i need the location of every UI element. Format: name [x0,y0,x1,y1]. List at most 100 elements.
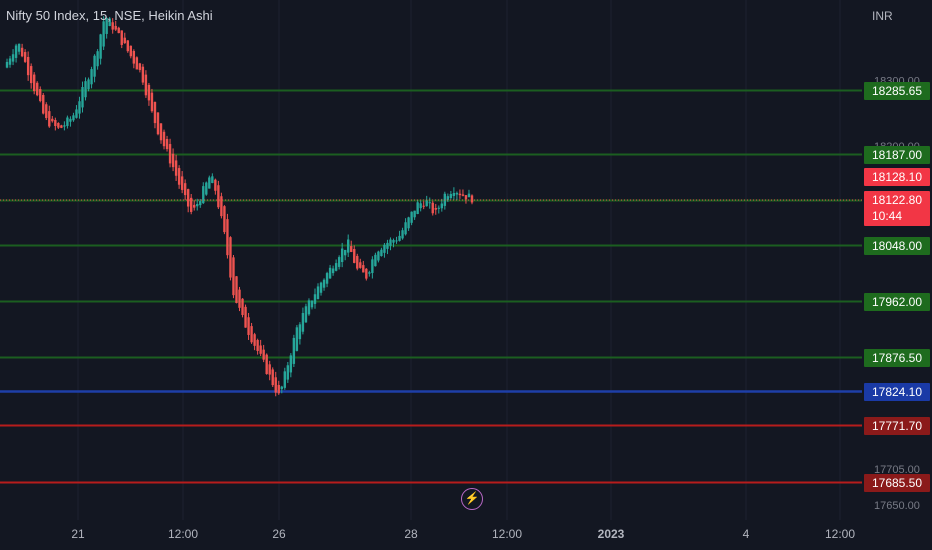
candle-body [26,56,30,76]
candle-body [464,195,468,200]
candle-body [461,194,465,196]
candle-body [90,69,93,85]
candle-body [96,51,99,67]
candle-body [268,364,271,375]
candle-body [105,18,108,34]
candle-body [410,211,413,223]
candle-body [428,202,431,204]
candle-body [440,203,444,209]
last-price-tag: 18122.80 10:44 [864,191,930,226]
candle-body [156,112,160,135]
x-tick-label: 4 [743,527,750,541]
candle-body [144,74,148,96]
candle-body [36,82,39,96]
candle-body [458,193,462,196]
level-tag-support: 18187.00 [864,145,930,164]
candle-body [446,196,450,200]
candle-body [274,377,277,393]
candle-body [271,369,274,386]
candle-body [277,384,280,394]
x-tick-label: 12:00 [168,527,198,541]
x-tick-label: 12:00 [492,527,522,541]
candle-body [147,84,151,101]
last-price-value: 18122.80 [871,193,923,207]
candle-body [120,30,123,45]
level-tag-support: 18048.00 [864,236,930,255]
candle-body [183,183,187,196]
level-tag-support: 17876.50 [864,348,930,367]
candle-body [259,345,262,354]
candle-body [404,222,407,235]
candle-body [316,286,320,300]
candle-body [214,179,217,191]
candle-body [362,265,365,273]
candle-body [72,115,75,121]
level-tag-support: 18285.65 [864,81,930,100]
candle-body [455,192,459,195]
candle-body [343,249,347,256]
x-tick-label: 12:00 [825,527,855,541]
candle-body [398,235,401,241]
candle-body [159,123,163,141]
candle-body [307,300,311,315]
candle-body [347,239,350,253]
currency-label: INR [872,9,893,23]
candle-body [431,202,434,214]
candle-body [244,306,247,328]
candle-body [29,66,33,84]
candle-body [51,118,54,122]
candle-body [135,57,139,70]
candle-body [449,194,453,198]
candle-body [250,326,253,343]
candle-body [217,185,220,208]
candle-body [241,298,244,315]
lightning-icon[interactable]: ⚡ [461,488,483,510]
candle-body [322,279,326,288]
candle-body [223,206,226,233]
candle-body [368,272,371,274]
candle-body [340,248,344,263]
candle-body [283,371,286,388]
y-tick-label: 17650.00 [874,500,920,512]
candle-body [193,204,196,208]
candle-body [359,262,362,268]
candle-body [389,239,392,246]
candle-body [117,27,120,34]
candle-body [211,176,214,184]
candle-body [108,18,111,27]
candle-body [42,94,45,114]
candle-body [150,92,154,112]
candle-body [301,313,305,332]
candle-body [425,200,428,207]
candle-body [226,219,229,256]
candle-body [313,294,317,304]
candle-body [199,201,202,206]
candle-body [23,52,27,62]
candle-body [392,239,395,243]
candle-body [11,54,15,62]
candle-body [356,255,359,269]
candle-body [202,186,205,204]
candle-body [14,45,18,58]
candle-body [437,207,440,209]
candle-body [407,217,410,229]
candle-body [331,268,335,274]
candle-body [132,51,136,64]
candle-body [102,21,105,47]
candle-body [93,55,96,77]
candle-body [138,63,142,71]
candle-body [75,109,78,118]
x-tick-label: 21 [71,527,85,541]
candle-body [20,47,24,57]
candle-body [337,257,341,267]
candle-body [174,160,178,176]
candle-body [69,118,72,122]
grid [77,0,841,520]
candle-body [54,120,57,126]
candle-body [5,61,9,68]
candle-body [395,240,398,242]
candle-body [289,355,293,373]
candle-body [280,386,283,390]
candle-body [141,66,145,83]
